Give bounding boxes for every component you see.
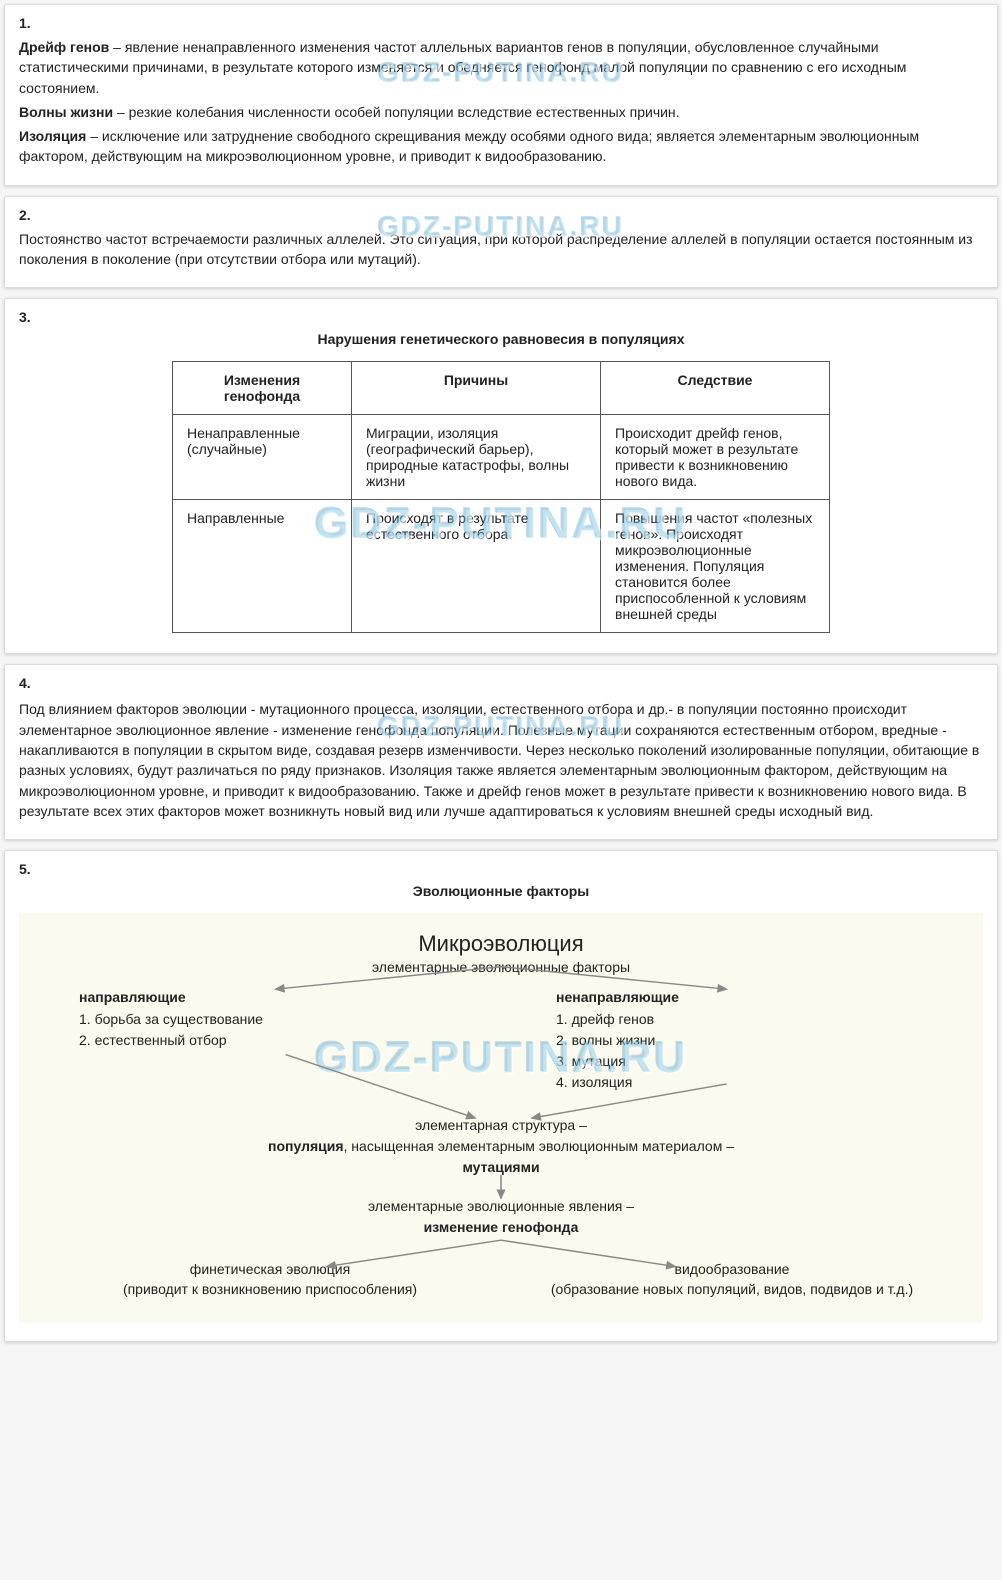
card-5: 5. Эволюционные факторы GDZ-PUTINA.RU Ми…: [4, 850, 998, 1342]
list-item: 4. изоляция: [556, 1072, 923, 1093]
definition-line: Волны жизни – резкие колебания численнос…: [19, 102, 983, 122]
card-3: GDZ-PUTINA.RU 3. Нарушения генетического…: [4, 298, 998, 654]
table-cell: Происходит дрейф генов, который может в …: [601, 415, 830, 500]
diagram-title: Эволюционные факторы: [19, 883, 983, 899]
factor-columns: направляющие 1. борьба за существование …: [39, 989, 963, 1093]
question-number: 1.: [19, 15, 983, 31]
non-directing-column: ненаправляющие 1. дрейф генов 2. волны ж…: [446, 989, 923, 1093]
speciation: видообразование (образование новых попул…: [524, 1260, 940, 1299]
term-text: – резкие колебания численности особей по…: [113, 104, 680, 120]
table-cell: Ненаправленные (случайные): [173, 415, 352, 500]
table-header: Изменения генофонда: [173, 362, 352, 415]
table-cell: Направленные: [173, 500, 352, 633]
micro-subtitle: элементарные эволюционные факторы: [39, 959, 963, 975]
card-4: GDZ-PUTINA.RU 4. Под влиянием факторов э…: [4, 664, 998, 840]
question-number: 4.: [19, 675, 983, 691]
evolution-diagram: GDZ-PUTINA.RU Микроэволюция элементарные…: [19, 913, 983, 1323]
answer-text: Постоянство частот встречаемости различн…: [19, 229, 983, 270]
bottom-desc: (приводит к возникновению приспособления…: [123, 1281, 417, 1297]
center-line: элементарные эволюционные явления –: [39, 1196, 963, 1217]
definition-line: Изоляция – исключение или затруднение св…: [19, 126, 983, 167]
term: Дрейф генов: [19, 39, 109, 55]
term-text: – исключение или затруднение свободного …: [19, 128, 919, 164]
column-header: ненаправляющие: [556, 989, 923, 1005]
card-1: GDZ-PUTINA.RU 1. Дрейф генов – явление н…: [4, 4, 998, 186]
phyletic-evolution: финетическая эволюция (приводит к возник…: [62, 1260, 478, 1299]
list-item: 2. волны жизни: [556, 1030, 923, 1051]
bold-text: изменение генофонда: [39, 1217, 963, 1238]
table-header: Причины: [352, 362, 601, 415]
list-item: 1. дрейф генов: [556, 1009, 923, 1030]
center-line: популяция, насыщенная элементарным эволю…: [39, 1136, 963, 1157]
list-item: 2. естественный отбор: [79, 1030, 446, 1051]
bold-text: мутациями: [39, 1157, 963, 1178]
term: Волны жизни: [19, 104, 113, 120]
bottom-title: финетическая эволюция: [190, 1261, 350, 1277]
bottom-title: видообразование: [675, 1261, 790, 1277]
equilibrium-table: Изменения генофонда Причины Следствие Не…: [172, 361, 830, 633]
table-cell: Происходят в результате естественного от…: [352, 500, 601, 633]
definition-line: Дрейф генов – явление ненаправленного из…: [19, 37, 983, 98]
list-item: 3. мутация: [556, 1051, 923, 1072]
question-number: 3.: [19, 309, 983, 325]
directing-column: направляющие 1. борьба за существование …: [79, 989, 446, 1093]
list-item: 1. борьба за существование: [79, 1009, 446, 1030]
term: Изоляция: [19, 128, 86, 144]
table-cell: Повышения частот «полезных генов». Проис…: [601, 500, 830, 633]
table-title: Нарушения генетического равновесия в поп…: [19, 331, 983, 347]
table-cell: Миграции, изоляция (географический барье…: [352, 415, 601, 500]
answer-text: Под влиянием факторов эволюции - мутацио…: [19, 699, 983, 821]
center-line: элементарная структура –: [39, 1115, 963, 1136]
table-row: Направленные Происходят в результате ест…: [173, 500, 830, 633]
bottom-columns: финетическая эволюция (приводит к возник…: [39, 1260, 963, 1299]
column-header: направляющие: [79, 989, 446, 1005]
term-text: – явление ненаправленного изменения част…: [19, 39, 906, 96]
card-2: GDZ-PUTINA.RU 2. Постоянство частот встр…: [4, 196, 998, 289]
table-row: Ненаправленные (случайные) Миграции, изо…: [173, 415, 830, 500]
center-block-2: элементарные эволюционные явления – изме…: [39, 1196, 963, 1238]
question-number: 5.: [19, 861, 983, 877]
table-header: Следствие: [601, 362, 830, 415]
question-number: 2.: [19, 207, 983, 223]
micro-title: Микроэволюция: [39, 931, 963, 957]
center-block-1: элементарная структура – популяция, насы…: [39, 1115, 963, 1178]
bold-text: популяция: [268, 1138, 344, 1154]
plain-text: , насыщенная элементарным эволюционным м…: [344, 1138, 734, 1154]
bottom-desc: (образование новых популяций, видов, под…: [551, 1281, 913, 1297]
